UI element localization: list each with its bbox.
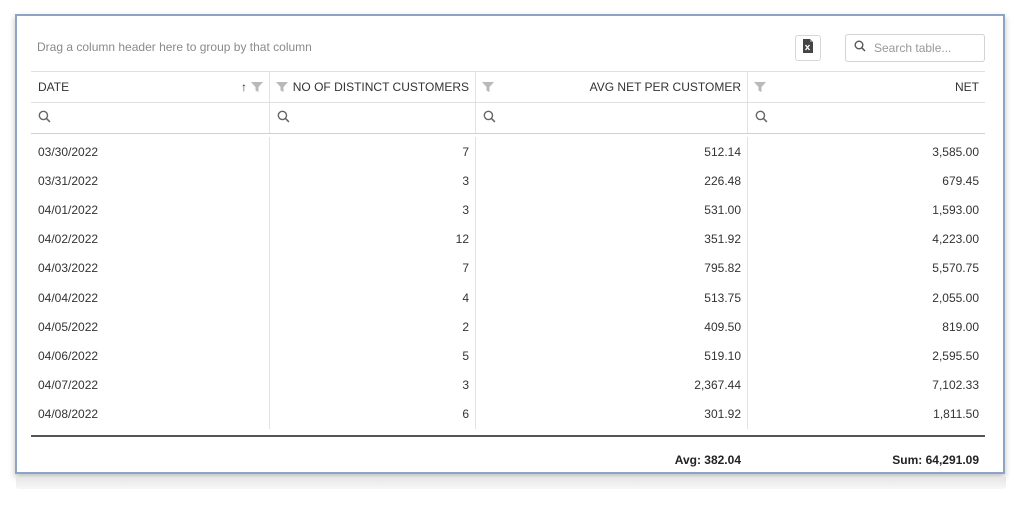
customers-cell: 3 <box>269 166 475 196</box>
column-header-label: AVG NET PER CUSTOMER <box>589 80 741 94</box>
filter-cell-net[interactable] <box>747 103 985 133</box>
table-row[interactable]: 04/03/2022 7 795.82 5,570.75 <box>31 253 985 283</box>
data-grid-panel: Drag a column header here to group by th… <box>15 14 1005 474</box>
date-cell: 04/02/2022 <box>38 232 99 247</box>
customers-cell: 7 <box>269 137 475 167</box>
totals-divider <box>31 434 985 437</box>
avg-total: Avg: 382.04 <box>674 452 741 467</box>
net-cell: 2,055.00 <box>747 282 985 313</box>
avg-net-cell: 531.00 <box>475 195 747 225</box>
date-cell: 04/03/2022 <box>38 261 99 276</box>
customers-cell: 2 <box>269 312 475 342</box>
excel-export-icon <box>802 38 814 58</box>
net-cell: 1,593.00 <box>747 195 985 225</box>
net-cell: 5,570.75 <box>747 253 985 283</box>
table-row[interactable]: 04/08/2022 6 301.92 1,811.50 <box>31 399 985 429</box>
totals-cell-customers <box>269 437 475 483</box>
table-row[interactable]: 04/05/2022 2 409.50 819.00 <box>31 312 985 342</box>
customers-cell: 4 <box>269 282 475 313</box>
net-cell: 4,223.00 <box>747 224 985 254</box>
table-body: 03/30/2022 7 512.14 3,585.00 03/31/2022 … <box>31 134 985 429</box>
data-table: DATE ↑ NO OF DISTINCT CUSTOMERS AVG NET … <box>31 71 985 483</box>
search-icon <box>755 110 768 126</box>
customers-cell: 3 <box>269 370 475 400</box>
filter-funnel-icon[interactable] <box>482 81 494 93</box>
avg-net-cell: 409.50 <box>475 312 747 342</box>
net-cell: 7,102.33 <box>747 370 985 400</box>
table-row[interactable]: 03/30/2022 7 512.14 3,585.00 <box>31 137 985 167</box>
sort-ascending-icon[interactable]: ↑ <box>241 80 247 94</box>
customers-cell: 12 <box>269 224 475 254</box>
customers-cell: 6 <box>269 399 475 429</box>
date-cell: 04/05/2022 <box>38 319 99 334</box>
table-row[interactable]: 04/02/2022 12 351.92 4,223.00 <box>31 224 985 254</box>
group-panel-hint[interactable]: Drag a column header here to group by th… <box>37 40 312 54</box>
table-row[interactable]: 04/07/2022 3 2,367.44 7,102.33 <box>31 370 985 400</box>
avg-net-cell: 513.75 <box>475 282 747 313</box>
panel-bottom-edge <box>16 477 1006 489</box>
customers-cell: 5 <box>269 341 475 371</box>
column-header-distinct-customers[interactable]: NO OF DISTINCT CUSTOMERS <box>269 72 475 102</box>
avg-net-cell: 226.48 <box>475 166 747 196</box>
column-header-net[interactable]: NET <box>747 72 985 102</box>
net-cell: 3,585.00 <box>747 137 985 167</box>
date-cell: 04/08/2022 <box>38 407 99 422</box>
header-row: DATE ↑ NO OF DISTINCT CUSTOMERS AVG NET … <box>31 71 985 103</box>
search-icon <box>277 110 290 126</box>
column-header-date[interactable]: DATE ↑ <box>31 72 269 102</box>
grid-toolbar: Drag a column header here to group by th… <box>17 16 1003 70</box>
date-cell: 03/30/2022 <box>38 144 99 159</box>
table-row[interactable]: 04/01/2022 3 531.00 1,593.00 <box>31 195 985 225</box>
search-icon <box>854 39 866 57</box>
totals-cell-date <box>31 437 269 483</box>
search-icon <box>38 110 51 126</box>
filter-funnel-icon[interactable] <box>754 81 766 93</box>
filter-funnel-icon[interactable] <box>276 81 288 93</box>
net-cell: 1,811.50 <box>747 399 985 429</box>
net-cell: 819.00 <box>747 312 985 342</box>
avg-net-cell: 301.92 <box>475 399 747 429</box>
avg-net-cell: 795.82 <box>475 253 747 283</box>
excel-export-button[interactable] <box>795 35 821 61</box>
net-cell: 2,595.50 <box>747 341 985 371</box>
date-cell: 04/06/2022 <box>38 348 99 363</box>
totals-row: Avg: 382.04 Sum: 64,291.09 <box>31 437 985 483</box>
column-header-avg-net[interactable]: AVG NET PER CUSTOMER <box>475 72 747 102</box>
filter-cell-distinct-customers[interactable] <box>269 103 475 133</box>
search-icon <box>483 110 496 126</box>
net-cell: 679.45 <box>747 166 985 196</box>
avg-net-cell: 519.10 <box>475 341 747 371</box>
avg-net-cell: 2,367.44 <box>475 370 747 400</box>
table-row[interactable]: 04/04/2022 4 513.75 2,055.00 <box>31 282 985 313</box>
date-cell: 04/07/2022 <box>38 378 99 393</box>
customers-cell: 7 <box>269 253 475 283</box>
table-search-input[interactable] <box>872 40 976 56</box>
date-cell: 03/31/2022 <box>38 173 99 188</box>
net-total: Sum: 64,291.09 <box>892 452 979 467</box>
filter-funnel-icon[interactable] <box>251 81 263 93</box>
column-header-label: NET <box>955 80 979 94</box>
column-header-label: DATE <box>38 80 70 94</box>
table-row[interactable]: 04/06/2022 5 519.10 2,595.50 <box>31 341 985 371</box>
customers-cell: 3 <box>269 195 475 225</box>
date-cell: 04/04/2022 <box>38 290 99 305</box>
column-header-label: NO OF DISTINCT CUSTOMERS <box>292 80 469 94</box>
avg-net-cell: 351.92 <box>475 224 747 254</box>
avg-net-cell: 512.14 <box>475 137 747 167</box>
filter-cell-avg-net[interactable] <box>475 103 747 133</box>
date-cell: 04/01/2022 <box>38 202 99 217</box>
table-search-box[interactable] <box>845 34 985 62</box>
table-row[interactable]: 03/31/2022 3 226.48 679.45 <box>31 166 985 196</box>
filter-cell-date[interactable] <box>31 103 269 133</box>
filter-row <box>31 103 985 134</box>
